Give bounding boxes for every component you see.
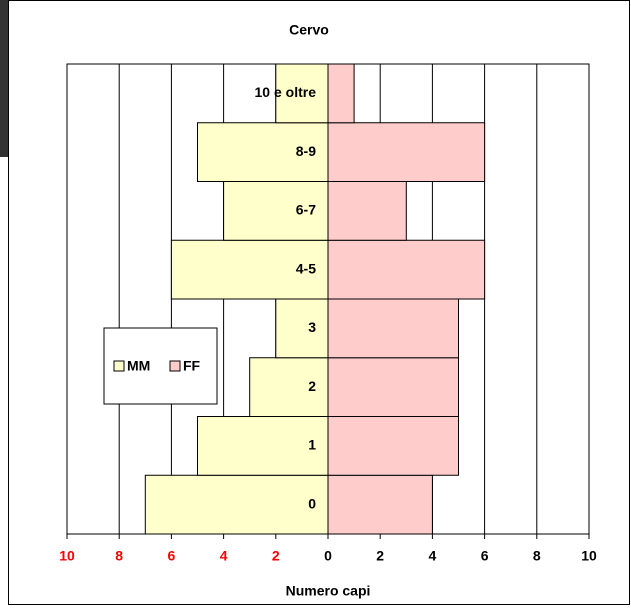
bar xyxy=(197,416,329,476)
bar xyxy=(144,474,329,535)
x-tick-label: 6 xyxy=(481,548,489,564)
x-tick-label: 4 xyxy=(220,548,228,564)
legend-swatch xyxy=(113,360,125,372)
bar xyxy=(327,474,433,535)
bar xyxy=(275,298,329,359)
legend-swatch xyxy=(169,360,181,372)
bar xyxy=(327,357,459,417)
x-tick-label: 4 xyxy=(429,548,437,564)
x-tick-label: 6 xyxy=(168,548,176,564)
category-label: 0 xyxy=(308,495,316,511)
x-tick-label: 8 xyxy=(533,548,541,564)
x-tick-label: 2 xyxy=(376,548,384,564)
category-label: 6-7 xyxy=(296,202,316,218)
x-tick-label: 10 xyxy=(581,548,597,564)
legend: MM FF xyxy=(103,327,218,405)
bar xyxy=(327,298,459,359)
category-label: 3 xyxy=(308,319,316,335)
bar xyxy=(327,239,486,300)
category-label: 2 xyxy=(308,378,316,394)
legend-label: MM xyxy=(127,358,150,374)
x-tick-label: 8 xyxy=(115,548,123,564)
legend-label: FF xyxy=(183,358,201,374)
bar xyxy=(327,122,486,182)
x-tick-label: 0 xyxy=(324,548,332,564)
x-axis-label: Numero capi xyxy=(286,583,371,599)
x-tick-label: 2 xyxy=(272,548,280,564)
bar xyxy=(327,181,407,241)
bar xyxy=(170,239,329,300)
category-label: 8-9 xyxy=(296,143,316,159)
bar xyxy=(249,357,329,417)
bar xyxy=(327,416,459,476)
category-label: 4-5 xyxy=(296,260,316,276)
category-label: 1 xyxy=(308,437,316,453)
bar xyxy=(327,63,355,124)
edge-artifact xyxy=(0,0,8,157)
bar xyxy=(223,181,329,241)
chart-title: Cervo xyxy=(289,22,329,38)
x-tick-label: 10 xyxy=(59,548,75,564)
category-label: 10 e oltre xyxy=(255,84,317,100)
